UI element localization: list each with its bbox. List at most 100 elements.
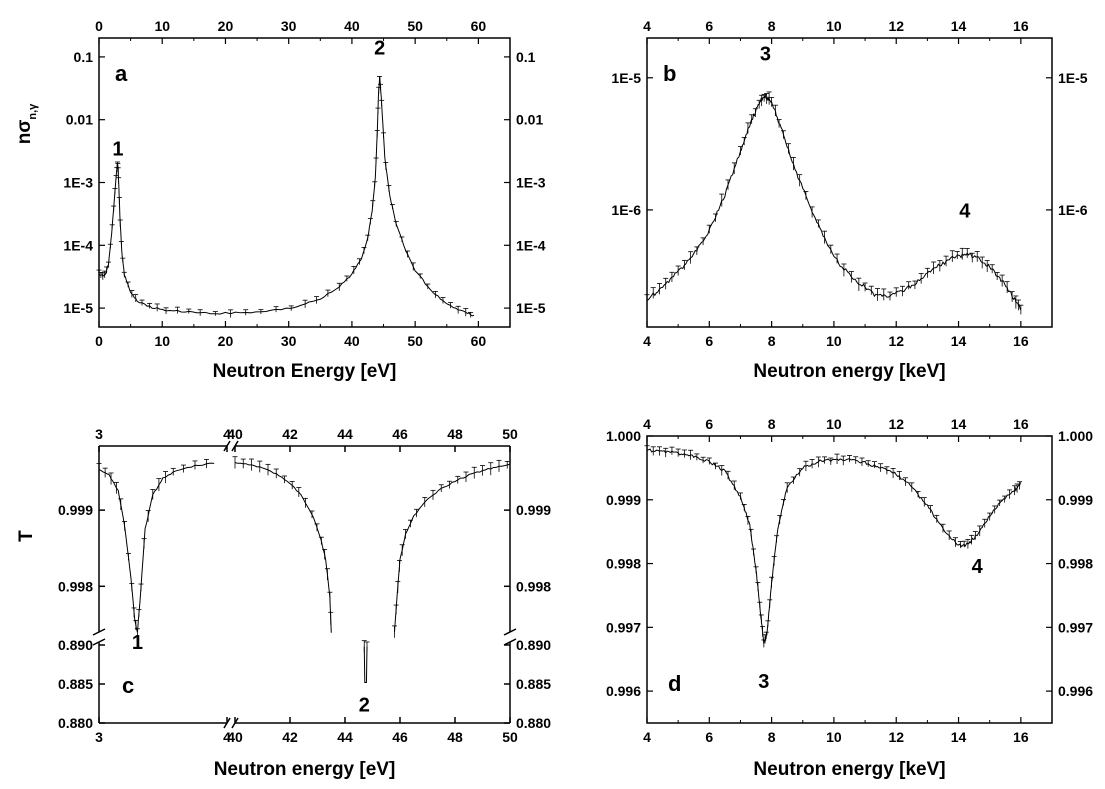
y-tick-label: 0.999 (606, 492, 641, 508)
peak-label: 1 (112, 138, 123, 160)
y-tick-label: 0.997 (606, 619, 641, 635)
panel-label: b (663, 61, 676, 86)
peak-label: 4 (972, 556, 984, 578)
y-tick-label: 1E-3 (63, 175, 93, 191)
x-axis-label: Neutron energy [eV] (214, 759, 396, 780)
x-axis-label: Neutron energy [keV] (753, 759, 945, 780)
series-line (646, 448, 1022, 644)
y-tick-label: 0.998 (58, 578, 93, 594)
y-tick-label: 0.885 (58, 676, 93, 692)
y-tick-label: 1E-4 (63, 237, 93, 253)
x-tick-label-top: 48 (447, 426, 463, 442)
x-tick-label-top: 50 (502, 426, 518, 442)
x-tick-label: 4 (643, 729, 651, 745)
x-tick-label-top: 50 (407, 18, 423, 34)
x-tick-label: 3 (95, 729, 103, 745)
panel-label: c (122, 673, 134, 698)
axis-break-mark (92, 638, 106, 646)
y-tick-label: 1E-6 (611, 202, 641, 218)
x-tick-label: 8 (768, 729, 776, 745)
panel-b: 4 4 6 6 8 8 10 10 12 12 14 14 16 16 1E-6 1E-6 1E-5 1E-5 Ne… (611, 18, 1087, 382)
x-tick-label-top: 14 (951, 416, 967, 432)
x-tick-label-top: 12 (888, 416, 904, 432)
series-line (98, 76, 475, 317)
x-tick-label: 12 (888, 333, 904, 349)
x-tick-label: 10 (154, 333, 170, 349)
x-axis-label: Neutron Energy [eV] (213, 361, 397, 382)
x-tick-label-top: 42 (282, 426, 298, 442)
axis-break-mark (92, 628, 106, 636)
peak-label: 2 (374, 37, 385, 59)
x-tick-label-top: 16 (1013, 416, 1029, 432)
y-tick-label-right: 0.999 (1058, 492, 1093, 508)
y-tick-label-right: 0.1 (516, 49, 536, 65)
ylabel-bottom: T (16, 530, 37, 542)
series-line (234, 462, 332, 633)
peak-label: 2 (359, 694, 370, 716)
plot-frame (646, 37, 1053, 328)
x-tick-label: 10 (826, 729, 842, 745)
x-tick-label: 10 (826, 333, 842, 349)
peak-label: 3 (760, 44, 771, 66)
x-tick-label-top: 4 (643, 18, 651, 34)
panel-label: d (668, 671, 681, 696)
peak-label: 3 (758, 671, 769, 693)
y-tick-label: 1.000 (606, 428, 641, 444)
series-line (394, 463, 511, 632)
x-tick-label-top: 8 (768, 18, 776, 34)
y-tick-label-right: 0.01 (516, 112, 543, 128)
x-tick-label: 16 (1013, 729, 1029, 745)
x-tick-label-top: 10 (826, 416, 842, 432)
y-tick-label: 0.996 (606, 683, 641, 699)
x-tick-label-top: 4 (223, 426, 231, 442)
y-tick-label-right: 1.000 (1058, 428, 1093, 444)
x-tick-label-top: 8 (768, 416, 776, 432)
x-tick-label-top: 12 (888, 18, 904, 34)
y-tick-label-right: 0.996 (1058, 683, 1093, 699)
x-tick-label: 48 (447, 729, 463, 745)
x-tick-label: 6 (705, 333, 713, 349)
y-tick-label-right: 1E-5 (516, 300, 546, 316)
x-tick-label: 14 (951, 729, 967, 745)
x-tick-label: 12 (888, 729, 904, 745)
x-tick-label: 16 (1013, 333, 1029, 349)
x-tick-label-top: 16 (1013, 18, 1029, 34)
plot-frame (646, 435, 1053, 724)
y-tick-label-right: 0.998 (1058, 556, 1093, 572)
x-tick-label-top: 40 (344, 18, 360, 34)
x-tick-label: 50 (502, 729, 518, 745)
x-tick-label-top: 6 (705, 416, 713, 432)
axis-break-mark (503, 638, 517, 646)
x-tick-label: 4 (223, 729, 231, 745)
y-tick-label-right: 1E-5 (1058, 70, 1088, 86)
x-tick-label: 40 (227, 729, 243, 745)
x-tick-label-top: 10 (826, 18, 842, 34)
y-tick-label: 1E-5 (63, 300, 93, 316)
y-tick-label: 0.01 (66, 112, 93, 128)
y-tick-label-right: 0.880 (516, 715, 551, 731)
y-tick-label: 1E-5 (611, 70, 641, 86)
x-tick-label: 46 (392, 729, 408, 745)
x-tick-label: 44 (337, 729, 353, 745)
axis-break-mark (503, 628, 517, 636)
y-tick-label: 0.1 (74, 49, 94, 65)
x-tick-label-top: 3 (95, 426, 103, 442)
x-tick-label: 20 (218, 333, 234, 349)
y-tick-label-right: 1E-4 (516, 237, 546, 253)
x-tick-label: 30 (281, 333, 297, 349)
x-tick-label: 6 (705, 729, 713, 745)
x-tick-label: 40 (344, 333, 360, 349)
y-tick-label-right: 1E-6 (1058, 202, 1088, 218)
y-tick-label-right: 0.999 (516, 502, 551, 518)
x-axis-label: Neutron energy [keV] (753, 361, 945, 382)
x-tick-label: 14 (951, 333, 967, 349)
x-tick-label: 60 (471, 333, 487, 349)
x-tick-label-top: 0 (95, 18, 103, 34)
y-tick-label: 0.890 (58, 637, 93, 653)
y-tick-label-right: 0.997 (1058, 619, 1093, 635)
panel-label: a (115, 61, 128, 86)
peak-label: 4 (959, 200, 971, 222)
x-tick-label-top: 10 (154, 18, 170, 34)
